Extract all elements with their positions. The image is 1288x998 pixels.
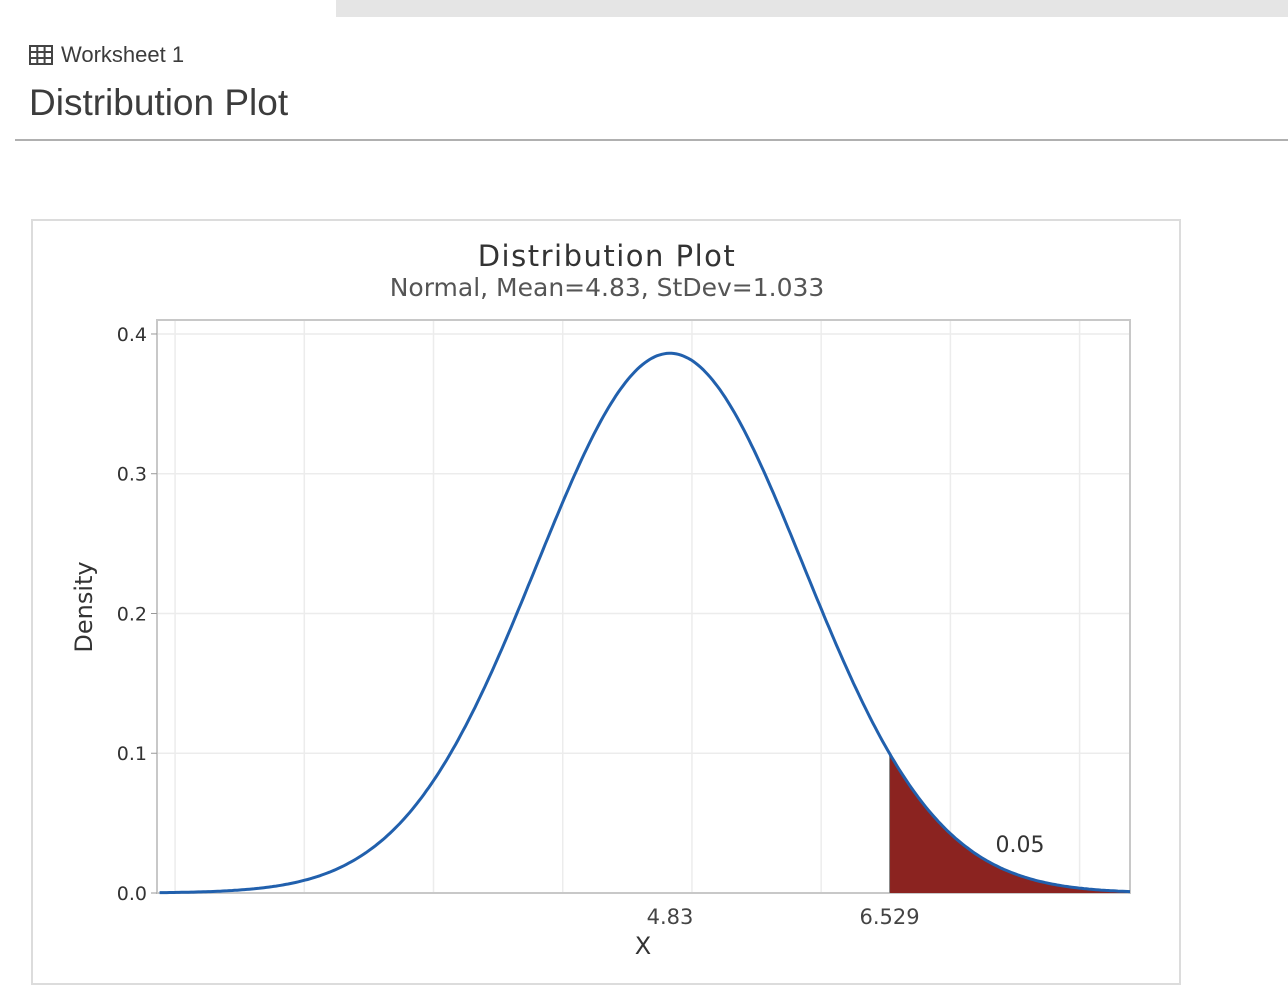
probability-annotation: 0.05 [996, 833, 1045, 858]
shaded-tail-region [889, 753, 1130, 893]
chart-title: Distribution Plot [478, 239, 737, 273]
chart-subtitle: Normal, Mean=4.83, StDev=1.033 [390, 273, 825, 302]
top-toolbar-strip [336, 0, 1288, 17]
chart-container [31, 219, 1181, 985]
y-tick-label: 0.3 [117, 464, 147, 486]
y-tick-label: 0.4 [117, 324, 147, 346]
table-grid-icon [29, 45, 53, 65]
y-axis-label: Density [70, 561, 98, 652]
x-tick-label: 6.529 [859, 905, 919, 929]
x-tick-label: 4.83 [647, 905, 694, 929]
y-tick-label: 0.1 [117, 743, 147, 765]
page-title: Distribution Plot [29, 82, 289, 123]
y-tick-label: 0.2 [117, 603, 147, 625]
worksheet-label: Worksheet 1 [61, 42, 185, 67]
y-tick-label: 0.0 [117, 883, 147, 905]
x-axis-ticks: 4.83 6.529 [647, 905, 920, 929]
x-axis-label: X [635, 932, 651, 960]
header-divider [15, 139, 1288, 141]
gridlines [157, 320, 1130, 893]
y-axis-ticks: 0.0 0.1 0.2 0.3 0.4 [117, 324, 157, 905]
worksheet-breadcrumb[interactable]: Worksheet 1 [29, 42, 184, 68]
plot-area-frame [156, 319, 1131, 894]
density-curve [159, 351, 1131, 895]
